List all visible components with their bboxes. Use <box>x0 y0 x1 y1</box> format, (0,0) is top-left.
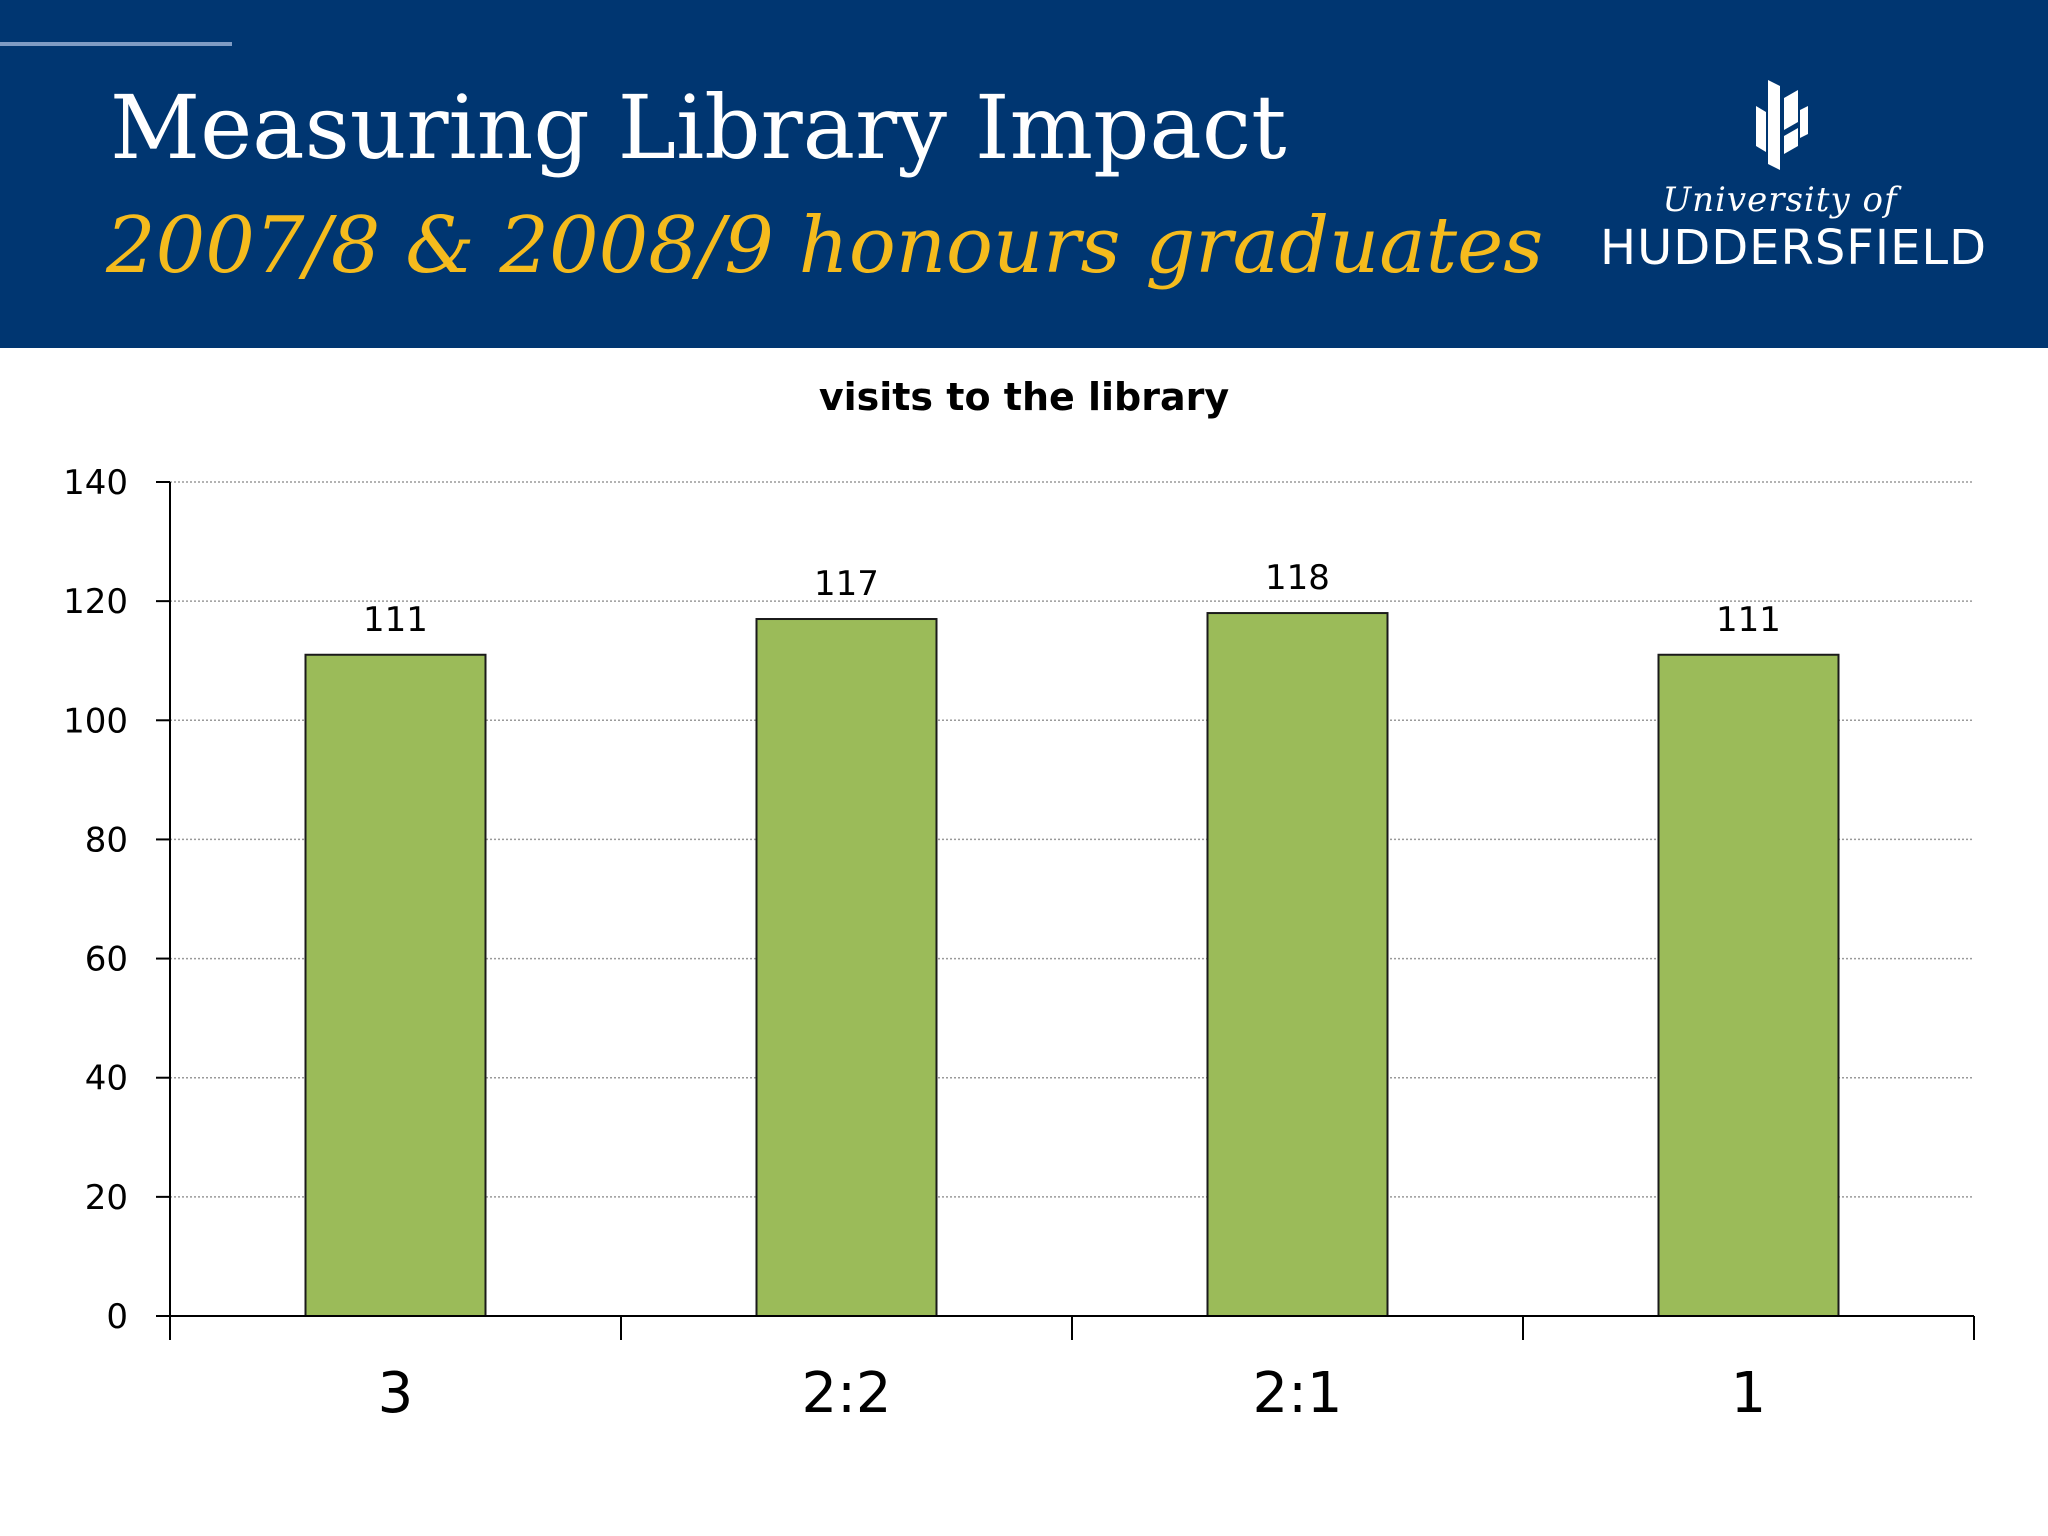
y-tick-label-7: 140 <box>63 463 128 503</box>
chart-title: visits to the library <box>819 375 1230 419</box>
x-tick-label-1: 2:2 <box>801 1361 891 1426</box>
bar-2 <box>1206 612 1389 1317</box>
bars <box>304 612 1840 1317</box>
university-logo-icon <box>1756 80 1808 170</box>
logo-text-university: University of <box>1662 180 1898 220</box>
data-label-2: 118 <box>1265 558 1330 598</box>
slide-title: Measuring Library Impact <box>110 76 1287 179</box>
bar-3 <box>1657 653 1840 1317</box>
y-tick-label-2: 40 <box>85 1059 128 1099</box>
data-label-0: 111 <box>363 600 428 640</box>
slide-header: Measuring Library Impact 2007/8 & 2008/9… <box>0 0 2048 348</box>
data-label-1: 117 <box>814 564 879 604</box>
university-logo: University of HUDDERSFIELD <box>1600 76 1988 276</box>
logo-text-huddersfield: HUDDERSFIELD <box>1600 220 1988 276</box>
bar-chart: visits to the library 0 20 40 60 80 100 120 140… <box>63 375 1975 1426</box>
y-tick-label-4: 80 <box>85 820 128 860</box>
x-tick-label-2: 2:1 <box>1252 1361 1342 1426</box>
x-tick-label-0: 3 <box>378 1361 414 1426</box>
y-tick-label-3: 60 <box>85 940 128 980</box>
slide-subtitle: 2007/8 & 2008/9 honours graduates <box>106 201 1544 291</box>
bar-0 <box>304 653 487 1317</box>
x-tick-label-3: 1 <box>1731 1361 1767 1426</box>
bar-1 <box>755 618 938 1317</box>
y-tick-label-0: 0 <box>106 1297 128 1337</box>
y-tick-label-1: 20 <box>85 1178 128 1218</box>
accent-line <box>0 42 232 46</box>
y-tick-label-6: 120 <box>63 582 128 622</box>
data-label-3: 111 <box>1716 600 1781 640</box>
axes <box>156 481 1975 1340</box>
y-tick-label-5: 100 <box>63 701 128 741</box>
